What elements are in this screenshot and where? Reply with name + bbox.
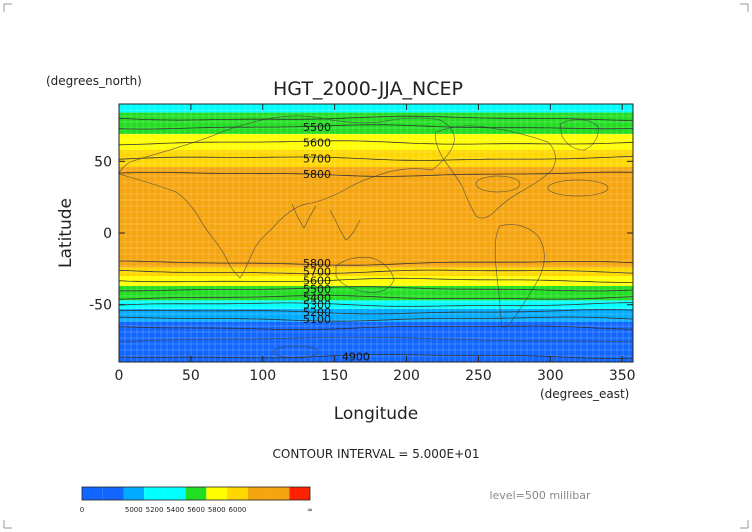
contour-line xyxy=(118,316,634,322)
contour-label: 5500 xyxy=(303,121,331,134)
x-tick-label: 350 xyxy=(609,368,636,384)
x-tick-label: 50 xyxy=(182,368,200,384)
colorbar-label: 6000 xyxy=(229,506,247,514)
contour-line xyxy=(118,325,634,330)
contour-label: 5600 xyxy=(303,274,331,287)
x-tick-label: 150 xyxy=(321,368,348,384)
contour-label: 5700 xyxy=(303,266,331,279)
x-units-label: (degrees_east) xyxy=(540,387,629,401)
x-axis-ticks: 0 50 100 150 200 250 300 350 xyxy=(115,104,636,384)
colorbar-swatch xyxy=(123,487,145,500)
colorbar: 0 5000 5200 5400 5600 5800 6000 ∞ xyxy=(80,486,313,514)
contour-line xyxy=(118,269,634,274)
y-axis-label: Latitude xyxy=(56,198,76,268)
x-tick-label: 0 xyxy=(115,368,124,384)
contour-label: 5200 xyxy=(303,306,331,319)
level-text: level=500 millibar xyxy=(489,489,591,502)
colorbar-swatch xyxy=(164,487,186,500)
x-axis-label: Longitude xyxy=(334,404,419,424)
contour-line xyxy=(118,115,634,121)
y-tick-label: -50 xyxy=(89,298,112,314)
coastline-outlines xyxy=(118,115,634,359)
colorbar-label: 5600 xyxy=(187,506,205,514)
contour-label: 5400 xyxy=(303,292,331,305)
colorbar-label: ∞ xyxy=(307,506,313,514)
contour-label: 5100 xyxy=(303,313,331,326)
x-tick-label: 200 xyxy=(393,368,420,384)
contour-lines xyxy=(118,115,634,359)
contour-interval-text: CONTOUR INTERVAL = 5.000E+01 xyxy=(273,447,480,461)
contour-label: 4900 xyxy=(342,350,370,363)
colorbar-swatch xyxy=(82,487,103,500)
contour-line xyxy=(119,260,634,266)
y-tick-label: 0 xyxy=(103,226,112,242)
contour-label: 5600 xyxy=(303,137,331,150)
colorbar-swatch xyxy=(289,487,310,500)
colorbar-swatch xyxy=(185,487,207,500)
contour-line xyxy=(118,171,634,177)
x-tick-label: 250 xyxy=(465,368,492,384)
colorbar-swatch xyxy=(102,487,124,500)
contour-label: 5800 xyxy=(303,168,331,181)
y-units-label: (degrees_north) xyxy=(46,74,142,88)
contour-line xyxy=(118,277,633,283)
fill-band-3 xyxy=(119,149,633,168)
colorbar-swatch xyxy=(206,487,228,500)
fill-band-10 xyxy=(119,321,633,362)
colorbar-swatch xyxy=(227,487,248,500)
contour-label: 5300 xyxy=(303,299,331,312)
contour-labels: 5500560057005800580057005600550054005300… xyxy=(303,121,370,363)
fill-band-7 xyxy=(119,286,633,301)
fill-band-8 xyxy=(119,300,633,309)
x-tick-label: 300 xyxy=(537,368,564,384)
contour-line xyxy=(118,156,634,161)
contour-line xyxy=(119,286,634,292)
contour-line xyxy=(118,302,634,307)
contour-label: 5700 xyxy=(303,152,331,165)
fill-band-4 xyxy=(119,167,633,268)
contour-line xyxy=(118,140,634,146)
y-tick-label: 50 xyxy=(94,154,112,170)
colorbar-label: 5200 xyxy=(146,506,164,514)
x-tick-label: 100 xyxy=(249,368,276,384)
contour-label: 5500 xyxy=(303,283,331,296)
colorbar-label: 0 xyxy=(80,506,84,514)
fill-band-6 xyxy=(119,276,633,287)
contour-line xyxy=(118,124,634,130)
y-axis-ticks: 50 0 -50 xyxy=(89,154,633,314)
contour-line xyxy=(118,295,634,300)
contour-label: 5800 xyxy=(303,257,331,270)
colorbar-swatch xyxy=(247,487,269,500)
contour-line xyxy=(118,354,634,359)
fill-band-0 xyxy=(119,104,633,113)
colorbar-label: 5400 xyxy=(166,506,184,514)
colorbar-swatch xyxy=(144,487,165,500)
colorbar-swatch xyxy=(268,487,290,500)
colorbar-label: 5000 xyxy=(125,506,143,514)
contour-line xyxy=(118,309,634,315)
chart-title: HGT_2000-JJA_NCEP xyxy=(273,78,463,100)
corner-marks xyxy=(3,3,749,529)
colorbar-frame xyxy=(81,486,311,501)
colorbar-label: 5800 xyxy=(208,506,226,514)
